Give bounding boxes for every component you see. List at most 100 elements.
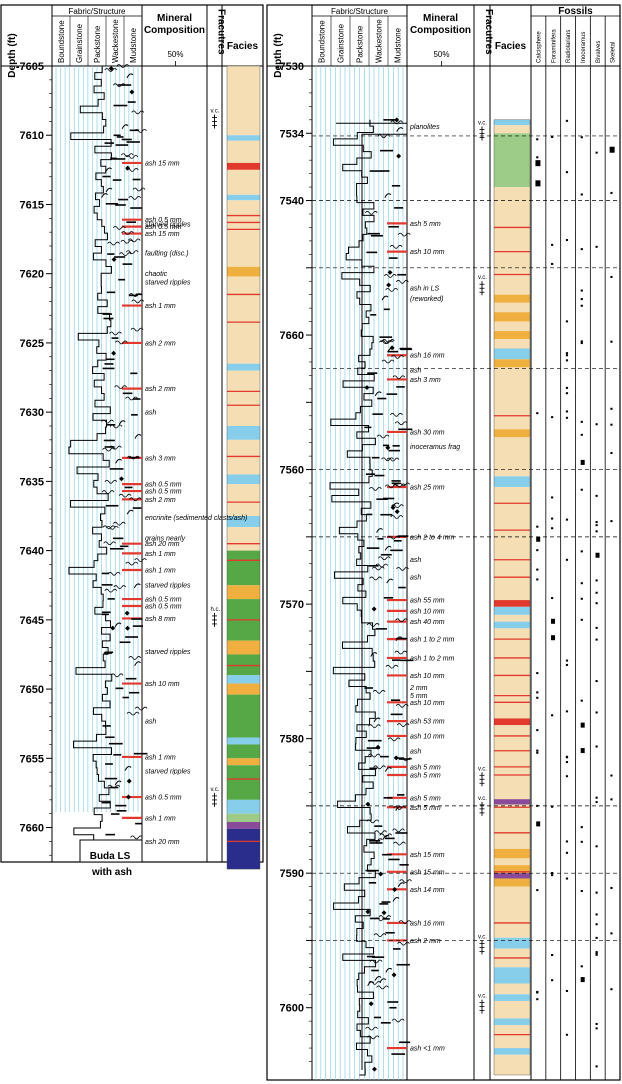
fossil-symbol (381, 910, 387, 916)
ripple-symbol (114, 385, 127, 390)
fossil-symbol (364, 385, 370, 391)
facies-band (227, 200, 260, 267)
fossil-occurrence-mark (536, 821, 541, 827)
facies-band (227, 828, 260, 870)
annotation: ash in LS (410, 285, 440, 292)
ripple-symbol (385, 288, 398, 292)
fossil-occurrence-mark (595, 638, 598, 641)
ripple-symbol (130, 835, 143, 840)
texture-header-wackestone: Wackestone (111, 19, 120, 63)
fossil-symbol (387, 269, 393, 275)
fossil-occurrence-mark (551, 805, 554, 808)
burrow-symbol (384, 767, 392, 772)
fossil-occurrence-mark (580, 618, 583, 621)
annotation: ash 25 mm (410, 485, 445, 492)
fossil-occurrence-mark (580, 722, 585, 728)
ripple-symbol (397, 232, 411, 237)
burrow-symbol (126, 509, 134, 515)
annotation: ash 1 mm (145, 303, 176, 310)
fossil-occurrence-mark (595, 521, 598, 524)
fossil-occurrence-mark (565, 359, 569, 362)
facies-band (494, 312, 530, 322)
fossil-symbol (394, 117, 400, 123)
ripple-symbol (114, 340, 128, 345)
fossil-header-foraminifera: Foraminifera (551, 29, 557, 63)
ripple-symbol (107, 571, 121, 576)
ripple-symbol (366, 623, 380, 627)
ripple-symbol (393, 806, 406, 810)
annotation: ash 0.5 mm (145, 482, 182, 489)
annotation: starved ripples (145, 221, 191, 228)
annotation: ash (410, 557, 421, 564)
fossil-symbol (394, 509, 400, 515)
annotation: ash 10 mm (410, 608, 445, 615)
right-log-panel (266, 4, 621, 1081)
depth-label: 7590 (280, 868, 304, 880)
fossil-occurrence-mark (610, 886, 613, 889)
fossil-occurrence-mark (610, 407, 613, 410)
fossil-occurrence-mark (536, 889, 539, 892)
annotation: ash (145, 410, 156, 417)
ripple-symbol (107, 241, 120, 246)
annotation: ash 0.5 mm (145, 224, 182, 231)
fossil-occurrence-mark (535, 160, 541, 167)
fossil-occurrence-mark (580, 597, 583, 600)
panel-frame (266, 4, 621, 1081)
mineral-header-line2: Composition (410, 25, 471, 36)
facies-band (494, 967, 530, 984)
facies-column-outline (226, 65, 261, 870)
facies-band (494, 302, 530, 313)
ripple-symbol (121, 231, 134, 235)
ripple-symbol (376, 434, 390, 439)
annotation: ash 5 mm (410, 772, 441, 779)
fossil-occurrence-mark (580, 582, 583, 585)
fossils-header: Fossils (558, 6, 593, 17)
facies-band (494, 429, 530, 438)
facies-band (494, 718, 530, 726)
fossil-occurrence-mark (580, 298, 583, 301)
annotation: ash 3 mm (145, 455, 176, 462)
facies-band (494, 937, 530, 949)
fossil-occurrence-mark (565, 840, 569, 843)
fossil-occurrence-mark (610, 932, 613, 935)
fossil-occurrence-mark (536, 525, 539, 528)
ripple-symbol (379, 833, 393, 838)
ripple-symbol (368, 724, 381, 729)
ripple-symbol (390, 515, 404, 519)
ripple-symbol (374, 917, 388, 922)
texture-header-boundstone: Boundstone (318, 20, 327, 63)
ripple-symbol (369, 576, 383, 581)
fossil-occurrence-mark (595, 1065, 598, 1068)
fossil-occurrence-mark (595, 953, 598, 956)
annotation: ash 2 mm (410, 938, 441, 945)
fossil-symbol (110, 625, 116, 631)
ripple-symbol (385, 664, 399, 669)
ripple-symbol (131, 110, 145, 115)
annotation: ash 15 mm (145, 160, 180, 167)
annotation: ash 5 mm (410, 764, 441, 771)
ripple-symbol (109, 445, 122, 450)
ripple-symbol (104, 68, 118, 72)
depth-label: 7534 (280, 128, 305, 140)
facies-band (494, 119, 530, 126)
annotation: chaotic (145, 271, 168, 278)
ripple-symbol (392, 375, 406, 380)
facies-band (494, 799, 530, 805)
fossil-occurrence-mark (595, 591, 598, 594)
facies-band (227, 765, 260, 800)
facies-band (227, 276, 260, 364)
ripple-symbol (129, 497, 142, 502)
fabric-structure-header: Fabric/Structure (69, 7, 126, 16)
fossil-occurrence-mark (551, 517, 554, 520)
lithology-profile (329, 119, 377, 1076)
ripple-symbol (391, 1018, 405, 1023)
buda-label-line1: Buda LS (90, 851, 131, 862)
ripple-symbol (398, 920, 412, 925)
fracture-label: v.c. (478, 766, 487, 772)
ripple-symbol (391, 504, 404, 509)
facies-band (494, 331, 530, 340)
fossil-occurrence-mark (580, 289, 583, 292)
annotation: ash (410, 575, 421, 582)
facies-band (494, 628, 530, 719)
facies-band (494, 125, 530, 134)
